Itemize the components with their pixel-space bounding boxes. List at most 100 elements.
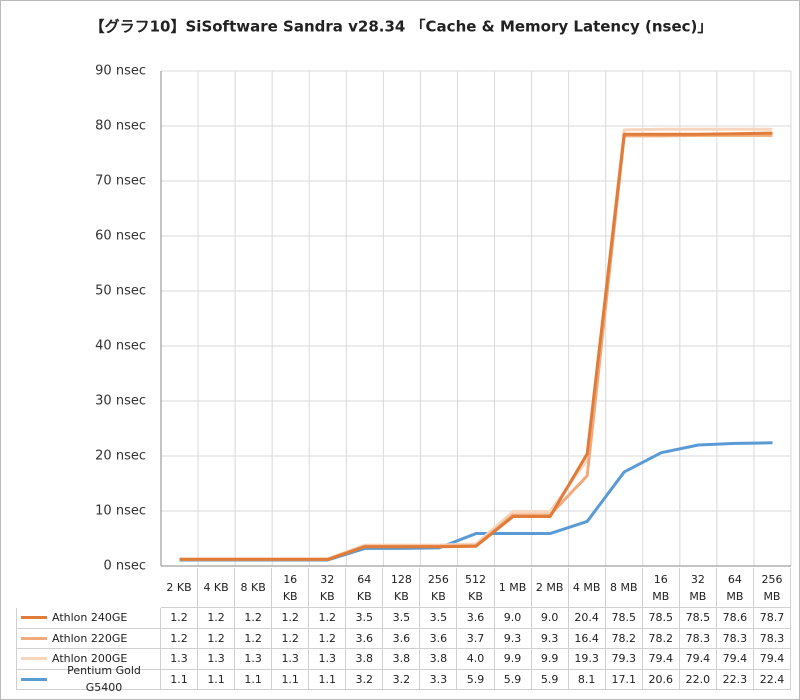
table-value: 3.2	[383, 669, 421, 690]
legend-entry: Athlon 200GE	[16, 649, 161, 670]
table-value: 1.2	[161, 628, 199, 649]
table-value: 3.5	[346, 608, 384, 629]
table-value: 78.7	[753, 608, 791, 629]
table-value: 78.5	[679, 608, 717, 629]
table-value: 1.3	[235, 649, 273, 670]
y-tick-label: 90 nsec	[95, 64, 146, 79]
table-value: 9.3	[531, 628, 569, 649]
series-line	[179, 133, 773, 561]
table-value: 78.3	[753, 628, 791, 649]
table-value: 9.3	[494, 628, 532, 649]
y-tick-label: 20 nsec	[95, 449, 146, 464]
table-header: 4 KB	[198, 568, 236, 608]
table-value: 78.5	[605, 608, 643, 629]
table-header: 128 KB	[383, 568, 421, 608]
y-tick-label: 30 nsec	[95, 394, 146, 409]
table-value: 1.3	[272, 649, 310, 670]
table-value: 1.2	[309, 628, 347, 649]
table-value: 1.2	[235, 608, 273, 629]
table-value: 78.2	[605, 628, 643, 649]
legend-label: Athlon 220GE	[52, 631, 128, 645]
y-tick-label: 50 nsec	[95, 284, 146, 299]
legend-key	[21, 657, 47, 661]
table-value: 1.1	[272, 669, 310, 690]
table-value: 5.9	[457, 669, 495, 690]
table-value: 3.3	[420, 669, 458, 690]
table-value: 1.2	[235, 628, 273, 649]
table-value: 1.1	[309, 669, 347, 690]
table-header: 2 MB	[531, 568, 569, 608]
y-tick-label: 70 nsec	[95, 174, 146, 189]
table-value: 78.3	[716, 628, 754, 649]
table-header: 4 MB	[568, 568, 606, 608]
table-value: 1.2	[161, 608, 199, 629]
table-value: 79.4	[642, 649, 680, 670]
legend-entry: Athlon 240GE	[16, 608, 161, 629]
table-header: 16 KB	[272, 568, 310, 608]
table-value: 1.2	[198, 628, 236, 649]
table-value: 1.3	[198, 649, 236, 670]
legend-key	[21, 636, 47, 640]
table-header: 8 KB	[235, 568, 273, 608]
table-value: 3.8	[383, 649, 421, 670]
legend-label: Athlon 240GE	[52, 611, 128, 625]
table-value: 9.9	[494, 649, 532, 670]
table-value: 22.4	[753, 669, 791, 690]
chart-title: 【グラフ10】SiSoftware Sandra v28.34 「Cache &…	[90, 18, 713, 36]
table-value: 3.6	[457, 608, 495, 629]
table-value: 1.3	[309, 649, 347, 670]
legend-entry: Athlon 220GE	[16, 628, 161, 649]
legend-label: Athlon 200GE	[52, 652, 128, 666]
table-value: 1.2	[309, 608, 347, 629]
table-header: 1 MB	[494, 568, 532, 608]
table-value: 5.9	[531, 669, 569, 690]
table-value: 22.3	[716, 669, 754, 690]
table-value: 78.3	[679, 628, 717, 649]
legend-key	[21, 616, 47, 620]
legend-entry: Pentium Gold G5400	[16, 664, 161, 694]
table-value: 5.9	[494, 669, 532, 690]
table-value: 3.6	[346, 628, 384, 649]
table-header: 512 KB	[457, 568, 495, 608]
table-value: 79.4	[679, 649, 717, 670]
table-value: 1.3	[161, 649, 199, 670]
table-value: 20.6	[642, 669, 680, 690]
table-value: 79.4	[716, 649, 754, 670]
table-value: 78.2	[642, 628, 680, 649]
table-value: 1.1	[235, 669, 273, 690]
table-value: 9.0	[531, 608, 569, 629]
table-value: 1.1	[198, 669, 236, 690]
table-value: 3.5	[383, 608, 421, 629]
series-line	[179, 127, 773, 561]
table-value: 9.9	[531, 649, 569, 670]
table-value: 3.8	[346, 649, 384, 670]
table-header: 8 MB	[605, 568, 643, 608]
table-value: 1.2	[272, 628, 310, 649]
table-value: 19.3	[568, 649, 606, 670]
table-header: 32 MB	[679, 568, 717, 608]
table-value: 1.2	[198, 608, 236, 629]
table-value: 78.6	[716, 608, 754, 629]
table-value: 9.0	[494, 608, 532, 629]
y-tick-label: 0 nsec	[103, 559, 146, 574]
table-header: 256 MB	[753, 568, 791, 608]
table-header: 16 MB	[642, 568, 680, 608]
table-value: 3.5	[420, 608, 458, 629]
table-value: 8.1	[568, 669, 606, 690]
table-header: 64 KB	[346, 568, 384, 608]
table-value: 3.2	[346, 669, 384, 690]
table-value: 79.3	[605, 649, 643, 670]
table-value: 4.0	[457, 649, 495, 670]
table-header: 256 KB	[420, 568, 458, 608]
y-tick-label: 80 nsec	[95, 119, 146, 134]
table-value: 1.1	[161, 669, 199, 690]
table-value: 3.6	[420, 628, 458, 649]
y-tick-label: 60 nsec	[95, 229, 146, 244]
table-value: 79.4	[753, 649, 791, 670]
table-value: 16.4	[568, 628, 606, 649]
y-tick-label: 40 nsec	[95, 339, 146, 354]
legend-key	[21, 677, 47, 681]
table-header: 2 KB	[161, 568, 199, 608]
table-value: 3.7	[457, 628, 495, 649]
